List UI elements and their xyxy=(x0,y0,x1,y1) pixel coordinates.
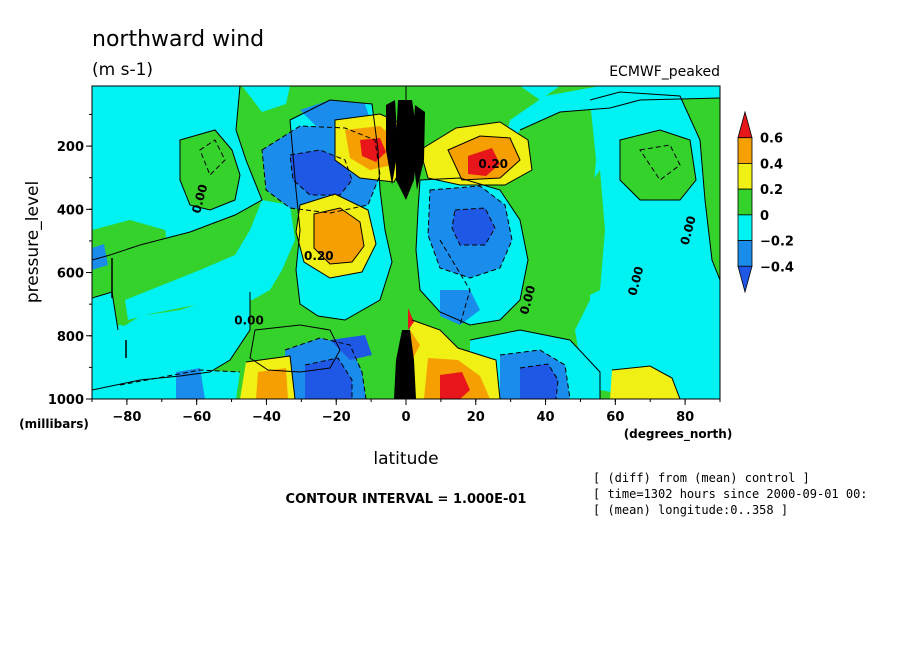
dashed-contour-lines xyxy=(119,125,681,399)
y-axis-unit: (millibars) xyxy=(19,417,89,431)
y-tick-label-0: 200 xyxy=(57,140,84,155)
x-axis-unit: (degrees_north) xyxy=(624,427,733,442)
x-tick-label-8: 80 xyxy=(676,410,694,425)
legend-level-2: 0.2 xyxy=(760,183,783,198)
plot-area: 0.000.200.000.200.000.000.00 xyxy=(92,86,720,399)
dark-blue-regions xyxy=(290,150,558,399)
contour-lines xyxy=(92,86,720,399)
info-line-2: [ time=1302 hours since 2000-09-01 00: xyxy=(593,487,868,501)
x-axis-title: latitude xyxy=(373,449,438,469)
legend-level-3: 0 xyxy=(760,209,769,224)
legend-level-4: −0.2 xyxy=(760,235,794,250)
contour-label-3: 0.20 xyxy=(478,157,508,171)
legend-swatch-0 xyxy=(737,110,753,139)
x-axis: −80 −60 −40 −20 0 20 40 60 80 xyxy=(91,399,721,425)
info-block: [ (diff) from (mean) control ] [ time=13… xyxy=(593,471,868,517)
color-legend: 0.6 0.4 0.2 0 −0.2 −0.4 xyxy=(737,110,794,294)
legend-swatch-5 xyxy=(737,240,753,267)
x-tick-label-7: 60 xyxy=(606,410,624,425)
contour-label-1: 0.20 xyxy=(304,249,334,263)
legend-swatch-3 xyxy=(737,188,753,216)
info-line-1: [ (diff) from (mean) control ] xyxy=(593,471,810,485)
y-axis: 200 400 600 800 1000 xyxy=(48,113,92,408)
legend-level-1: 0.4 xyxy=(760,157,783,172)
contour-label-2: 0.00 xyxy=(234,314,264,328)
info-line-3: [ (mean) longitude:0..358 ] xyxy=(593,503,788,517)
chart-subtitle: (m s-1) xyxy=(92,60,153,80)
x-tick-label-5: 20 xyxy=(467,410,485,425)
dataset-label: ECMWF_peaked xyxy=(609,64,720,80)
x-tick-label-4: 0 xyxy=(401,410,410,425)
y-tick-label-2: 600 xyxy=(57,267,84,282)
legend-swatch-2 xyxy=(737,163,753,190)
green-patches xyxy=(92,130,696,372)
x-tick-label-6: 40 xyxy=(537,410,555,425)
x-tick-label-3: −20 xyxy=(322,410,351,425)
x-tick-label-2: −40 xyxy=(252,410,281,425)
y-axis-title: pressure_level xyxy=(23,181,43,303)
y-tick-label-4: 1000 xyxy=(48,393,84,408)
red-regions xyxy=(360,138,500,399)
legend-swatch-4 xyxy=(737,214,753,241)
y-tick-label-3: 800 xyxy=(57,330,84,345)
equatorial-dense-contours xyxy=(386,100,425,399)
x-tick-label-1: −60 xyxy=(182,410,211,425)
legend-level-0: 0.6 xyxy=(760,132,783,147)
left-edge-marks xyxy=(111,258,127,358)
x-tick-label-0: −80 xyxy=(112,410,141,425)
contour-interval-text: CONTOUR INTERVAL = 1.000E-01 xyxy=(286,492,527,507)
chart-title: northward wind xyxy=(92,27,264,52)
legend-swatch-6 xyxy=(737,265,753,294)
legend-level-5: −0.4 xyxy=(760,260,794,275)
legend-swatch-1 xyxy=(737,137,753,164)
y-tick-label-1: 400 xyxy=(57,203,84,218)
